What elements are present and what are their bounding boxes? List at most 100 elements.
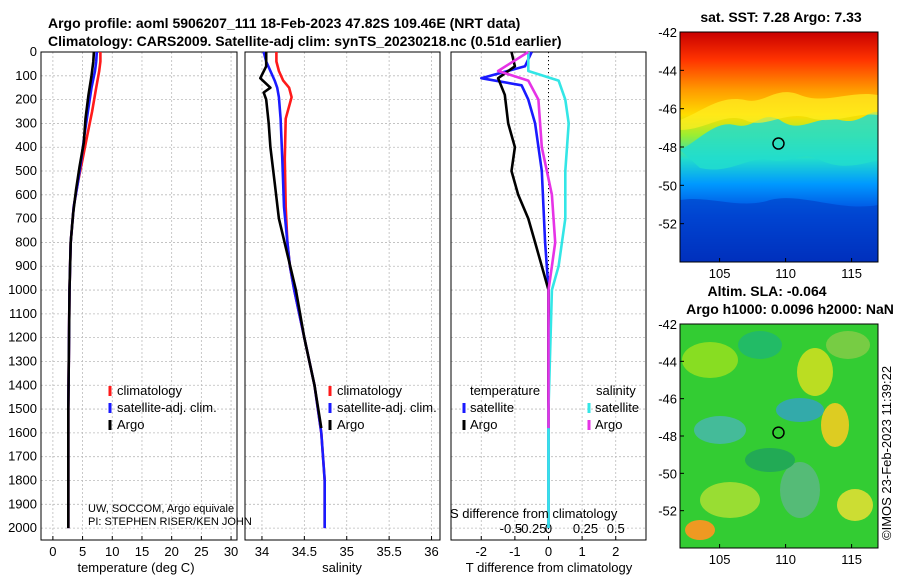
x-tick-label: 34 [255,544,269,559]
legend-label: Argo [595,417,622,432]
sst-map-title: sat. SST: 7.28 Argo: 7.33 [700,9,862,25]
y-tick-label: 300 [15,115,37,130]
y-tick-label: 1700 [8,449,37,464]
header-line-2: Climatology: CARS2009. Satellite-adj cli… [48,33,562,49]
x-tick-label: 105 [709,266,731,281]
legend-label: Argo [470,417,497,432]
y-tick-label: -48 [658,140,677,155]
y-tick-label: 1100 [9,306,37,321]
y-tick-label: -50 [658,466,677,481]
y-tick-label: -52 [658,504,677,519]
legend-label: satellite-adj. clim. [117,400,217,415]
x-tick-label: -2 [475,544,487,559]
sla-map-image [680,324,878,548]
s-tick-label: -0.25 [517,521,547,536]
credit-line-2: PI: STEPHEN RISER/KEN JOHN [88,516,252,528]
legend-title-temperature: temperature [470,383,540,398]
legend-label: climatology [337,383,403,398]
credit-line-1: UW, SOCCOM, Argo equivale [88,503,234,515]
argo-location-marker [772,137,785,150]
y-tick-label: -46 [658,102,677,117]
y-tick-label: 0 [30,44,37,59]
series-line-argo [259,52,323,429]
series-line-t-argo [496,51,550,429]
x-tick-label: 25 [194,544,208,559]
y-tick-label: 100 [15,68,37,83]
y-tick-label: 1300 [8,353,37,368]
x-tick-label: 35.5 [376,544,401,559]
series-line-argo [67,51,96,529]
y-tick-label: -46 [658,392,677,407]
s-tick-label: 0.25 [573,521,598,536]
s-tick-label: 0 [545,521,552,536]
difference-xlabel: T difference from climatology [466,560,633,575]
legend-title-salinity: salinity [596,383,636,398]
x-tick-label: 34.5 [292,544,317,559]
x-tick-label: 2 [612,544,619,559]
salinity-profile-panel: 34 34.5 35 35.5 36 climatology satellite-adj. … [244,51,441,559]
x-tick-label: 36 [424,544,438,559]
series-line-s-argo [496,50,557,429]
y-tick-label: -52 [658,217,677,232]
y-tick-label: -44 [658,63,677,78]
x-tick-label: 20 [164,544,178,559]
legend-label: satellite [595,400,639,415]
y-tick-label: 1500 [8,401,37,416]
legend-label: Argo [337,417,364,432]
y-tick-label: -42 [658,317,677,332]
x-tick-label: 115 [841,552,862,567]
x-tick-label: 110 [775,266,796,281]
sla-map-title: Altim. SLA: -0.064 [707,283,826,299]
y-tick-label: -50 [658,178,677,193]
y-tick-label: 200 [15,92,37,107]
temperature-profile-panel: 0 5 10 15 20 25 300100200300400500600700800900… [8,44,238,559]
header-line-1: Argo profile: aoml 5906207_111 18-Feb-20… [48,15,520,31]
y-tick-label: 2000 [8,520,37,535]
x-tick-label: 0 [545,544,552,559]
x-tick-label: 15 [135,544,149,559]
x-tick-label: 1 [579,544,586,559]
y-tick-label: 1600 [8,425,37,440]
legend-label: climatology [117,383,183,398]
series-line-s-satellite [527,52,570,529]
y-tick-label: -42 [658,25,677,40]
y-tick-label: 600 [15,187,37,202]
x-tick-label: 115 [841,266,862,281]
s-tick-label: 0.5 [607,521,625,536]
sla-map-axes: 105 110 115 -42 -44 -46 -48 -50 -52 [658,317,862,567]
legend-label: satellite [470,400,514,415]
sla-map-title-2: Argo h1000: 0.0096 h2000: NaN [686,301,894,317]
y-tick-label: 900 [15,258,37,273]
temperature-xlabel: temperature (deg C) [77,560,194,575]
y-tick-label: -48 [658,429,677,444]
x-tick-label: 5 [79,544,86,559]
y-tick-label: 1400 [8,377,37,392]
plot-frame [244,51,441,541]
sst-map-axes: 105 110 115 -42 -44 -46 -48 -50 -52 [658,25,862,281]
legend-label: Argo [117,417,144,432]
sst-map-image [680,32,878,262]
plot-frame [40,51,238,541]
y-tick-label: 1000 [8,282,37,297]
argo-location-marker [772,426,785,439]
x-tick-label: 35 [340,544,354,559]
legend-label: satellite-adj. clim. [337,400,437,415]
y-tick-label: 800 [15,234,37,249]
x-tick-label: 105 [709,552,731,567]
y-tick-label: 400 [15,139,37,154]
y-tick-label: 500 [15,163,37,178]
y-tick-label: 1900 [8,496,37,511]
x-tick-label: 110 [775,552,796,567]
x-tick-label: 10 [105,544,119,559]
y-tick-label: 700 [15,211,37,226]
x-tick-label: -1 [509,544,521,559]
s-tick-label: -0.5 [500,521,522,536]
y-tick-label: 1800 [8,472,37,487]
watermark: ©IMOS 23-Feb-2023 11:39:22 [879,366,894,540]
x-tick-label: 30 [224,544,238,559]
x-tick-label: 0 [49,544,56,559]
difference-xlabel-salinity: S difference from climatology [450,506,618,521]
y-tick-label: -44 [658,354,677,369]
